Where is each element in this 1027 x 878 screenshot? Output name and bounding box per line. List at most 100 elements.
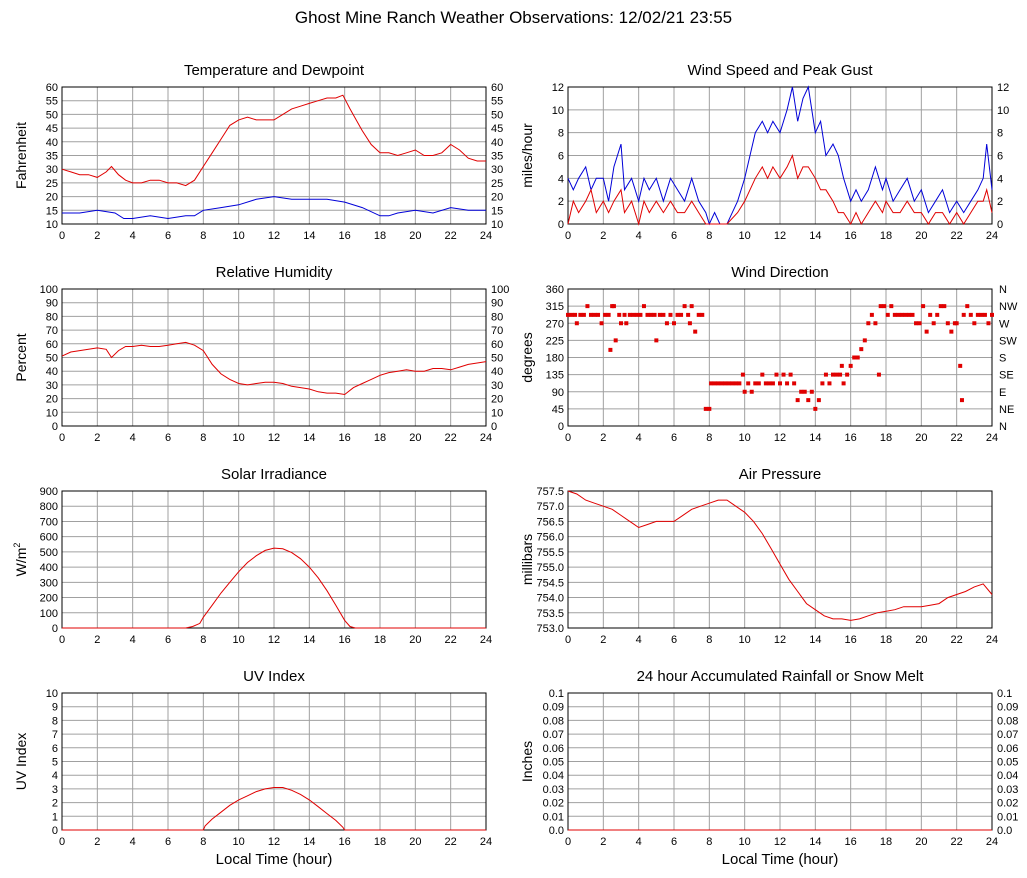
y-tick-label: 90 xyxy=(552,387,564,399)
x-tick-label: 24 xyxy=(986,432,998,444)
y-tick-label: 15 xyxy=(46,205,58,217)
y-tick-label-right: 50 xyxy=(491,353,503,365)
direction-point xyxy=(578,312,583,317)
x-tick-label: 20 xyxy=(409,836,421,848)
direction-point xyxy=(574,321,579,326)
y-tick-label: 45 xyxy=(552,404,564,416)
y-tick-label-right: 0.04 xyxy=(997,770,1018,782)
direction-point xyxy=(689,304,694,309)
direction-point xyxy=(654,338,659,343)
y-tick-label-right: 100 xyxy=(491,284,509,296)
y-tick-label: 0.02 xyxy=(543,798,564,810)
plot-frame xyxy=(61,692,487,831)
direction-point xyxy=(703,406,708,411)
plot-frame xyxy=(567,490,993,629)
direction-point xyxy=(792,381,797,386)
y-tick-label: 0 xyxy=(558,421,564,433)
direction-point xyxy=(959,398,964,403)
compass-label: E xyxy=(999,387,1006,399)
compass-label: NW xyxy=(999,301,1018,313)
x-tick-label: 2 xyxy=(600,836,606,848)
y-tick-label: 8 xyxy=(558,128,564,140)
direction-point xyxy=(961,312,966,317)
direction-point xyxy=(795,398,800,403)
x-tick-label: 20 xyxy=(915,230,927,242)
direction-point xyxy=(806,398,811,403)
direction-point xyxy=(982,312,987,317)
y-tick-label: 135 xyxy=(546,370,564,382)
x-tick-label: 20 xyxy=(409,230,421,242)
direction-point xyxy=(617,312,622,317)
y-tick-label: 200 xyxy=(40,593,58,605)
y-tick-label-right: 0.08 xyxy=(997,715,1018,727)
direction-point xyxy=(876,372,881,377)
x-tick-label: 20 xyxy=(409,634,421,646)
x-tick-label: 20 xyxy=(915,432,927,444)
y-tick-label: 60 xyxy=(46,82,58,94)
direction-point xyxy=(799,389,804,394)
y-tick-label: 0 xyxy=(558,219,564,231)
y-tick-label-right: 35 xyxy=(491,151,503,163)
x-tick-label: 4 xyxy=(636,432,642,444)
x-tick-label: 14 xyxy=(303,230,315,242)
compass-label: NE xyxy=(999,404,1014,416)
direction-point xyxy=(569,312,574,317)
x-tick-label: 10 xyxy=(233,836,245,848)
direction-point xyxy=(924,329,929,334)
y-tick-label: 40 xyxy=(46,137,58,149)
y-tick-label-right: 30 xyxy=(491,380,503,392)
direction-point xyxy=(906,312,911,317)
y-tick-label: 756.0 xyxy=(536,532,564,544)
series-line-red xyxy=(61,94,486,187)
direction-point xyxy=(979,312,984,317)
y-tick-label-right: 0.09 xyxy=(997,702,1018,714)
x-tick-label: 0 xyxy=(59,230,65,242)
x-tick-label: 24 xyxy=(986,836,998,848)
direction-point xyxy=(862,338,867,343)
series-line-red xyxy=(62,547,486,629)
y-tick-label-right: 40 xyxy=(491,137,503,149)
x-tick-label: 14 xyxy=(303,836,315,848)
x-tick-label: 18 xyxy=(374,836,386,848)
x-tick-label: 6 xyxy=(671,432,677,444)
x-tick-label: 18 xyxy=(880,432,892,444)
y-tick-label: 0 xyxy=(52,623,58,635)
y-tick-label: 70 xyxy=(46,325,58,337)
y-tick-label: 753.5 xyxy=(536,608,564,620)
x-tick-label: 16 xyxy=(845,432,857,444)
x-tick-label: 10 xyxy=(233,432,245,444)
y-tick-label-right: 40 xyxy=(491,366,503,378)
y-tick-label: 10 xyxy=(46,407,58,419)
direction-point xyxy=(914,321,919,326)
y-tick-label: 0.06 xyxy=(543,743,564,755)
y-tick-label-right: 0.0 xyxy=(997,825,1012,837)
x-tick-label: 14 xyxy=(809,230,821,242)
y-tick-label: 1 xyxy=(52,811,58,823)
direction-point xyxy=(730,381,735,386)
y-tick-label: 100 xyxy=(40,608,58,620)
direction-point xyxy=(742,389,747,394)
y-tick-label: 40 xyxy=(46,366,58,378)
direction-point xyxy=(873,321,878,326)
x-tick-label: 24 xyxy=(986,634,998,646)
x-tick-label: 10 xyxy=(233,230,245,242)
direction-point xyxy=(588,312,593,317)
direction-point xyxy=(679,312,684,317)
x-tick-label: 0 xyxy=(565,432,571,444)
direction-point xyxy=(613,338,618,343)
y-tick-label-right: 60 xyxy=(491,82,503,94)
x-tick-label: 12 xyxy=(268,230,280,242)
y-tick-label: 753.0 xyxy=(536,623,564,635)
direction-point xyxy=(707,406,712,411)
x-tick-label: 6 xyxy=(165,836,171,848)
y-tick-label-right: 6 xyxy=(997,151,1003,163)
direction-point xyxy=(664,321,669,326)
x-tick-label: 14 xyxy=(809,634,821,646)
direction-point xyxy=(693,329,698,334)
plot-frame xyxy=(567,86,993,225)
y-tick-label: 4 xyxy=(52,770,58,782)
y-tick-label: 0.0 xyxy=(549,825,564,837)
